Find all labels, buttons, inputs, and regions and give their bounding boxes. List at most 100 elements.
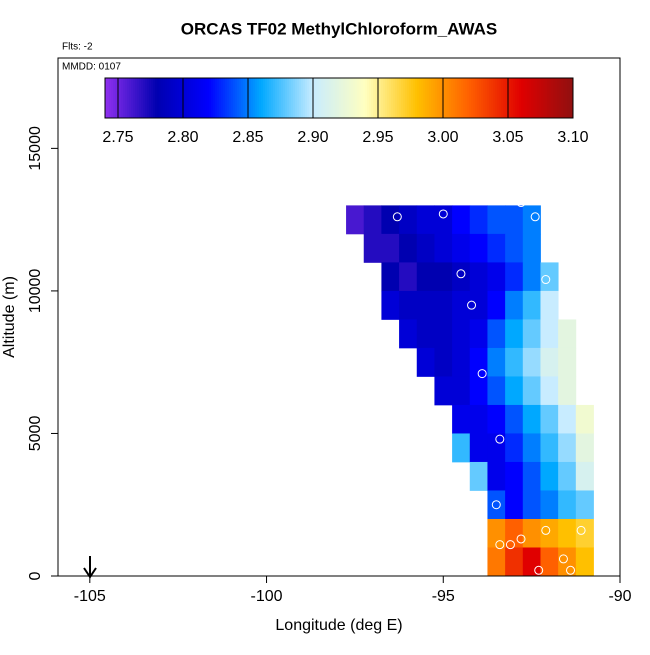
cell — [399, 290, 418, 320]
colorbar-swatch — [295, 78, 298, 118]
colorbar-swatch — [473, 78, 476, 118]
colorbar-swatch — [407, 78, 410, 118]
colorbar-swatch — [187, 78, 190, 118]
colorbar-swatch — [343, 78, 346, 118]
cell — [434, 319, 453, 349]
cell — [469, 205, 488, 235]
colorbar-swatch — [451, 78, 454, 118]
cell — [540, 262, 559, 292]
colorbar-swatch — [347, 78, 350, 118]
colorbar-swatch — [513, 78, 516, 118]
colorbar-swatch — [477, 78, 480, 118]
colorbar-tick-label: 2.80 — [167, 129, 198, 146]
sample-point — [438, 209, 448, 219]
cell — [381, 262, 400, 292]
colorbar-swatch — [401, 78, 404, 118]
cell — [416, 290, 435, 320]
colorbar-swatch — [149, 78, 152, 118]
cell — [505, 290, 524, 320]
cell — [522, 433, 541, 463]
colorbar-swatch — [285, 78, 288, 118]
colorbar-tick-label: 3.10 — [557, 129, 588, 146]
cell — [522, 461, 541, 491]
colorbar-swatch — [223, 78, 226, 118]
cell — [363, 233, 382, 263]
colorbar-swatch — [345, 78, 348, 118]
colorbar-swatch — [331, 78, 334, 118]
colorbar-swatch — [523, 78, 526, 118]
cell — [505, 347, 524, 377]
cell — [434, 262, 453, 292]
colorbar-swatch — [469, 78, 472, 118]
cell — [505, 547, 524, 577]
cell — [522, 490, 541, 520]
colorbar-swatch — [385, 78, 388, 118]
y-tick-label: 5000 — [27, 416, 44, 452]
cell — [505, 376, 524, 406]
colorbar-swatch — [203, 78, 206, 118]
colorbar-swatch — [383, 78, 386, 118]
colorbar-swatch — [257, 78, 260, 118]
cell — [558, 404, 577, 434]
colorbar-swatch — [463, 78, 466, 118]
colorbar-swatch — [515, 78, 518, 118]
colorbar-swatch — [237, 78, 240, 118]
colorbar-swatch — [245, 78, 248, 118]
sample-point — [576, 525, 586, 535]
colorbar-swatch — [549, 78, 552, 118]
heatmap — [346, 205, 594, 577]
colorbar-swatch — [361, 78, 364, 118]
colorbar-swatch — [273, 78, 276, 118]
colorbar-swatch — [175, 78, 178, 118]
colorbar-swatch — [193, 78, 196, 118]
colorbar-swatch — [495, 78, 498, 118]
colorbar-swatch — [455, 78, 458, 118]
colorbar-swatch — [277, 78, 280, 118]
colorbar-swatch — [225, 78, 228, 118]
colorbar-swatch — [501, 78, 504, 118]
sample-point — [558, 554, 568, 564]
colorbar-swatch — [563, 78, 566, 118]
colorbar-swatch — [391, 78, 394, 118]
sample-point — [491, 500, 501, 510]
colorbar-swatch — [157, 78, 160, 118]
cell — [505, 404, 524, 434]
colorbar-swatch — [167, 78, 170, 118]
colorbar-swatch — [219, 78, 222, 118]
colorbar-tick-label: 2.75 — [102, 129, 133, 146]
colorbar-swatch — [161, 78, 164, 118]
cell — [540, 547, 559, 577]
colorbar-swatch — [259, 78, 262, 118]
colorbar-swatch — [381, 78, 384, 118]
colorbar-swatch — [185, 78, 188, 118]
cell — [452, 347, 471, 377]
colorbar-swatch — [527, 78, 530, 118]
colorbar-swatch — [557, 78, 560, 118]
cell — [487, 404, 506, 434]
colorbar-swatch — [271, 78, 274, 118]
cell — [505, 461, 524, 491]
cell — [434, 233, 453, 263]
cell — [540, 376, 559, 406]
colorbar-swatch — [535, 78, 538, 118]
colorbar-swatch — [519, 78, 522, 118]
x-tick-label: -100 — [251, 588, 283, 605]
colorbar-swatch — [303, 78, 306, 118]
colorbar-swatch — [339, 78, 342, 118]
cell — [522, 518, 541, 548]
colorbar-swatch — [145, 78, 148, 118]
colorbar-swatch — [201, 78, 204, 118]
colorbar-swatch — [493, 78, 496, 118]
cell — [434, 290, 453, 320]
cell — [399, 205, 418, 235]
cell — [522, 290, 541, 320]
colorbar-swatch — [397, 78, 400, 118]
colorbar: 2.75 2.80 2.85 2.90 2.95 3.00 3.05 3.10 — [102, 77, 589, 146]
colorbar-swatch — [483, 78, 486, 118]
colorbar-swatch — [189, 78, 192, 118]
cell — [558, 490, 577, 520]
cell — [469, 461, 488, 491]
colorbar-swatch — [323, 78, 326, 118]
cell — [434, 376, 453, 406]
colorbar-swatch — [177, 78, 180, 118]
